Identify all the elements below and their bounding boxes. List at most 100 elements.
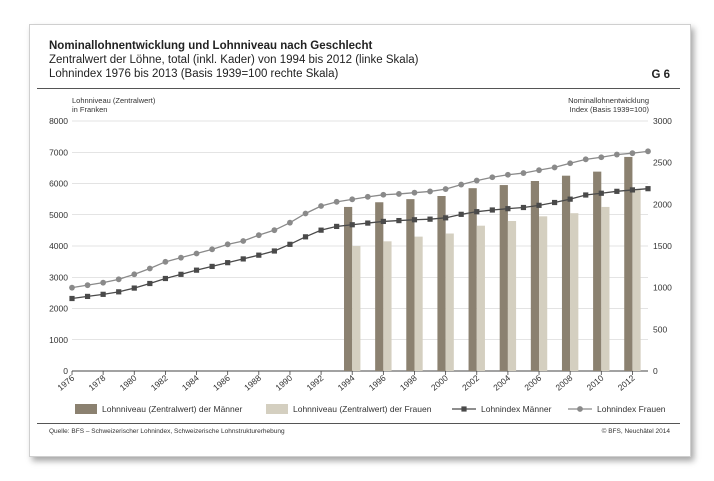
point-lohnindex-frauen <box>613 151 620 158</box>
point-lohnindex-maenner <box>536 202 542 208</box>
point-lohnindex-frauen <box>84 282 91 289</box>
point-lohnindex-frauen <box>442 186 449 192</box>
y-tick-left: 4000 <box>49 241 68 251</box>
point-lohnindex-frauen <box>333 198 340 205</box>
point-lohnindex-maenner <box>411 217 418 223</box>
x-tick-label: 2008 <box>554 373 575 393</box>
copyright-note: © BFS, Neuchâtel 2014 <box>601 428 670 435</box>
point-lohnindex-frauen <box>318 203 324 209</box>
bar-frauen <box>601 206 610 371</box>
point-lohnindex-frauen <box>287 219 293 226</box>
bar-maenner <box>561 175 571 371</box>
legend-label: Lohnniveau (Zentralwert) der Frauen <box>293 404 432 414</box>
point-lohnindex-maenner <box>69 295 75 302</box>
point-lohnindex-maenner <box>131 285 137 291</box>
point-lohnindex-maenner <box>505 206 511 212</box>
point-lohnindex-frauen <box>69 284 75 291</box>
y-tick-left: 8000 <box>49 116 68 126</box>
legend-swatch-maenner <box>75 404 97 414</box>
top-rule <box>37 88 680 89</box>
y-tick-left: 7000 <box>49 147 68 157</box>
y-label-left: in Franken <box>72 105 107 114</box>
point-lohnindex-frauen <box>567 160 574 167</box>
point-lohnindex-frauen <box>349 196 356 203</box>
point-lohnindex-frauen <box>504 171 511 178</box>
point-lohnindex-frauen <box>520 170 527 176</box>
point-lohnindex-maenner <box>629 187 636 193</box>
point-lohnindex-maenner <box>256 252 262 258</box>
point-lohnindex-maenner <box>84 293 91 300</box>
point-lohnindex-maenner <box>162 275 169 282</box>
bar-maenner <box>375 202 384 371</box>
x-tick-label: 1982 <box>149 373 170 393</box>
point-lohnindex-maenner <box>209 263 215 270</box>
bar-frauen <box>570 213 579 371</box>
x-tick-label: 2000 <box>429 373 450 393</box>
y-tick-right: 0 <box>653 366 658 376</box>
point-lohnindex-frauen <box>598 154 605 161</box>
bar-maenner <box>530 181 540 371</box>
point-lohnindex-frauen <box>364 193 371 200</box>
x-tick-label: 1992 <box>304 373 325 393</box>
point-lohnindex-frauen <box>146 265 153 272</box>
point-lohnindex-frauen <box>645 148 651 155</box>
chart-subtitle-2: Lohnindex 1976 bis 2013 (Basis 1939=100 … <box>49 68 339 80</box>
point-lohnindex-frauen <box>162 258 169 265</box>
point-lohnindex-frauen <box>302 210 309 217</box>
point-lohnindex-maenner <box>349 222 355 228</box>
bar-frauen <box>352 246 361 371</box>
point-lohnindex-maenner <box>520 204 527 211</box>
x-tick-label: 1976 <box>55 373 76 393</box>
point-lohnindex-maenner <box>458 211 464 217</box>
point-lohnindex-maenner <box>489 207 495 213</box>
x-tick-label: 1984 <box>180 373 201 393</box>
y-tick-right: 500 <box>653 324 667 334</box>
point-lohnindex-frauen <box>131 271 138 278</box>
x-tick-label: 1988 <box>242 373 263 393</box>
x-tick-label: 2010 <box>585 373 606 393</box>
point-lohnindex-frauen <box>100 279 107 286</box>
point-lohnindex-frauen <box>271 227 278 234</box>
y-label-right: Index (Basis 1939=100) <box>570 105 650 114</box>
legend-label: Lohnindex Frauen <box>597 404 666 414</box>
x-tick-label: 2012 <box>616 373 637 393</box>
legend-marker-maenner <box>461 406 467 412</box>
y-tick-right: 1500 <box>653 241 672 251</box>
point-lohnindex-maenner <box>287 241 293 247</box>
x-tick-label: 1978 <box>86 373 107 393</box>
point-lohnindex-maenner <box>178 271 184 277</box>
legend-marker-frauen <box>577 406 583 412</box>
point-lohnindex-frauen <box>178 254 184 261</box>
y-tick-right: 2500 <box>653 158 672 168</box>
x-tick-label: 1986 <box>211 373 232 393</box>
y-tick-left: 3000 <box>49 272 68 282</box>
point-lohnindex-maenner <box>271 248 277 254</box>
point-lohnindex-frauen <box>193 250 200 257</box>
y-tick-right: 2000 <box>653 199 672 209</box>
x-tick-label: 1994 <box>336 373 357 393</box>
bar-frauen <box>445 233 454 371</box>
bar-frauen <box>507 221 517 371</box>
chart-frame <box>29 24 691 457</box>
point-lohnindex-frauen <box>255 232 262 239</box>
bar-maenner <box>437 196 446 371</box>
source-note: Quelle: BFS – Schweizerischer Lohnindex,… <box>49 428 285 435</box>
bar-frauen <box>383 241 392 371</box>
point-lohnindex-frauen <box>427 188 433 195</box>
y-label-right: Nominallohnentwicklung <box>568 96 649 105</box>
x-tick-label: 2002 <box>460 373 481 393</box>
bar-frauen <box>476 225 485 371</box>
legend-label: Lohnniveau (Zentralwert) der Männer <box>102 404 242 414</box>
bar-frauen <box>414 236 423 371</box>
x-tick-label: 1998 <box>398 373 419 393</box>
y-tick-left: 5000 <box>49 210 68 220</box>
point-lohnindex-maenner <box>240 256 246 262</box>
bar-frauen <box>632 189 641 371</box>
point-lohnindex-frauen <box>473 177 480 184</box>
point-lohnindex-maenner <box>427 216 433 222</box>
point-lohnindex-frauen <box>551 164 558 171</box>
x-tick-label: 1980 <box>118 373 139 393</box>
point-lohnindex-maenner <box>396 217 402 224</box>
x-tick-label: 1996 <box>367 373 388 393</box>
point-lohnindex-maenner <box>645 186 651 192</box>
